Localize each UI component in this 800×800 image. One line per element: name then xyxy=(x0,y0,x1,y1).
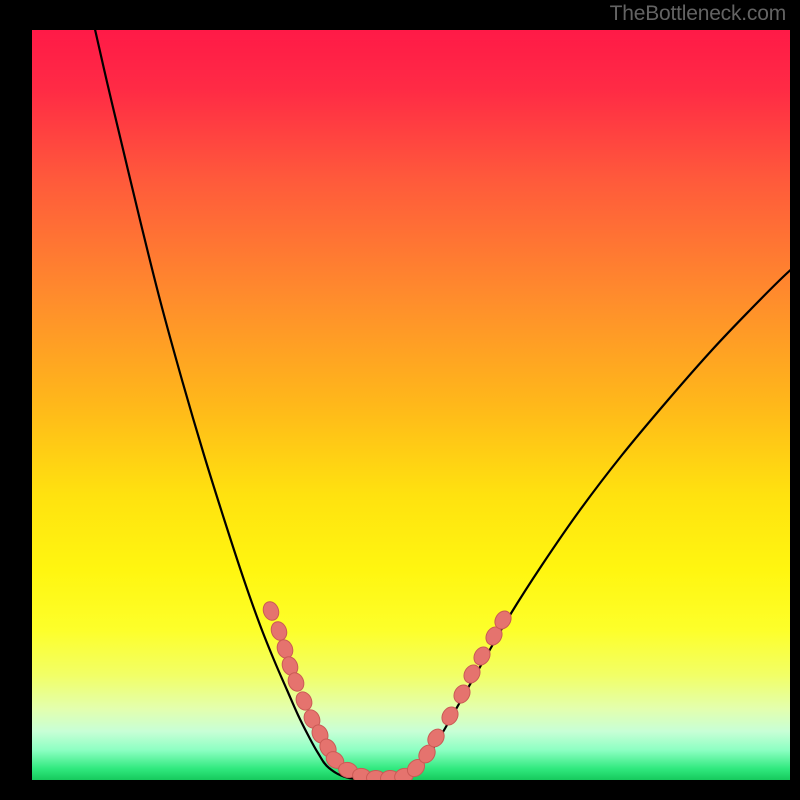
data-bead xyxy=(260,599,282,623)
plot-area xyxy=(32,30,790,780)
data-bead xyxy=(438,703,462,728)
data-bead xyxy=(450,681,474,706)
bead-layer xyxy=(32,30,790,780)
watermark-text: TheBottleneck.com xyxy=(610,2,786,26)
